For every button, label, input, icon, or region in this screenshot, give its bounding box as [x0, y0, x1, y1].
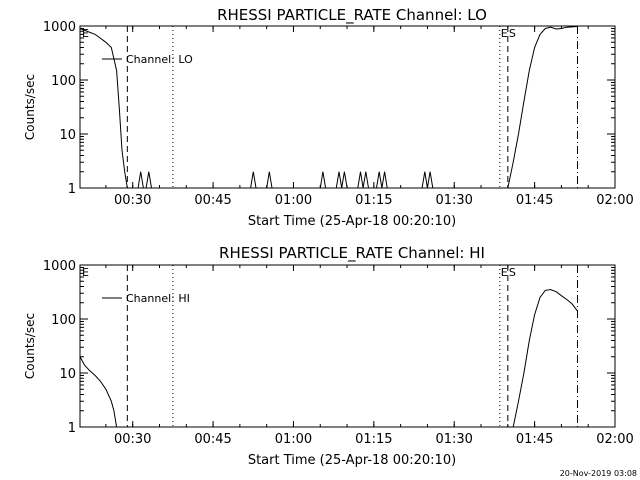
x-tick-label-lo: 00:45: [194, 193, 231, 208]
marker-label-hi: S: [509, 266, 516, 279]
marker-label-lo: E: [82, 27, 89, 40]
plot-frame-lo: [79, 25, 616, 189]
marker-label-lo: S: [509, 27, 516, 40]
marker-label-lo: E: [501, 27, 508, 40]
x-tick-label-lo: 01:45: [516, 193, 553, 208]
marker-label-hi: E: [501, 266, 508, 279]
legend-label-lo: Channel: LO: [126, 53, 193, 66]
y-tick-label-lo: 100: [51, 74, 76, 89]
x-tick-label-hi: 01:30: [435, 432, 472, 447]
x-tick-label-hi: 00:45: [194, 432, 231, 447]
panel-hi: RHESSI PARTICLE_RATE Channel: HI Start T…: [23, 244, 634, 468]
series-line-hi: [79, 356, 118, 428]
legend-hi: Channel: HI: [102, 292, 190, 305]
y-tick-label-hi: 1: [68, 421, 76, 436]
footer-timestamp: 20-Nov-2019 03:08: [560, 469, 637, 478]
x-tick-label-lo: 02:00: [596, 193, 633, 208]
series-line-lo: [79, 28, 152, 189]
y-tick-label-lo: 1: [68, 182, 76, 197]
y-axis-label-lo: Counts/sec: [23, 74, 37, 140]
y-tick-label-lo: 10: [59, 128, 76, 143]
chart-title-hi: RHESSI PARTICLE_RATE Channel: HI: [219, 244, 485, 263]
legend-label-hi: Channel: HI: [126, 292, 190, 305]
chart-title-lo: RHESSI PARTICLE_RATE Channel: LO: [217, 6, 487, 25]
x-tick-label-hi: 01:45: [516, 432, 553, 447]
x-tick-label-lo: 01:15: [355, 193, 392, 208]
legend-lo: Channel: LO: [102, 53, 193, 66]
y-tick-label-lo: 1000: [43, 20, 76, 35]
x-tick-label-lo: 01:00: [275, 193, 312, 208]
panel-lo: RHESSI PARTICLE_RATE Channel: LO Start T…: [23, 6, 634, 229]
x-tick-label-lo: 00:30: [114, 193, 151, 208]
x-tick-label-hi: 02:00: [596, 432, 633, 447]
y-tick-label-hi: 10: [59, 367, 76, 382]
x-axis-label-lo: Start Time (25-Apr-18 00:20:10): [248, 214, 456, 229]
plot-frame-hi: [79, 264, 616, 428]
x-tick-label-lo: 01:30: [435, 193, 472, 208]
x-tick-label-hi: 01:15: [355, 432, 392, 447]
series-line-lo: [507, 26, 578, 189]
y-axis-label-hi: Counts/sec: [23, 313, 37, 379]
series-line-lo: [250, 171, 434, 189]
series-line-hi: [512, 289, 578, 428]
x-axis-label-hi: Start Time (25-Apr-18 00:20:10): [248, 453, 456, 468]
x-tick-label-hi: 01:00: [275, 432, 312, 447]
marker-label-hi: E: [82, 266, 89, 279]
y-tick-label-hi: 1000: [43, 259, 76, 274]
y-tick-label-hi: 100: [51, 313, 76, 328]
x-tick-label-hi: 00:30: [114, 432, 151, 447]
